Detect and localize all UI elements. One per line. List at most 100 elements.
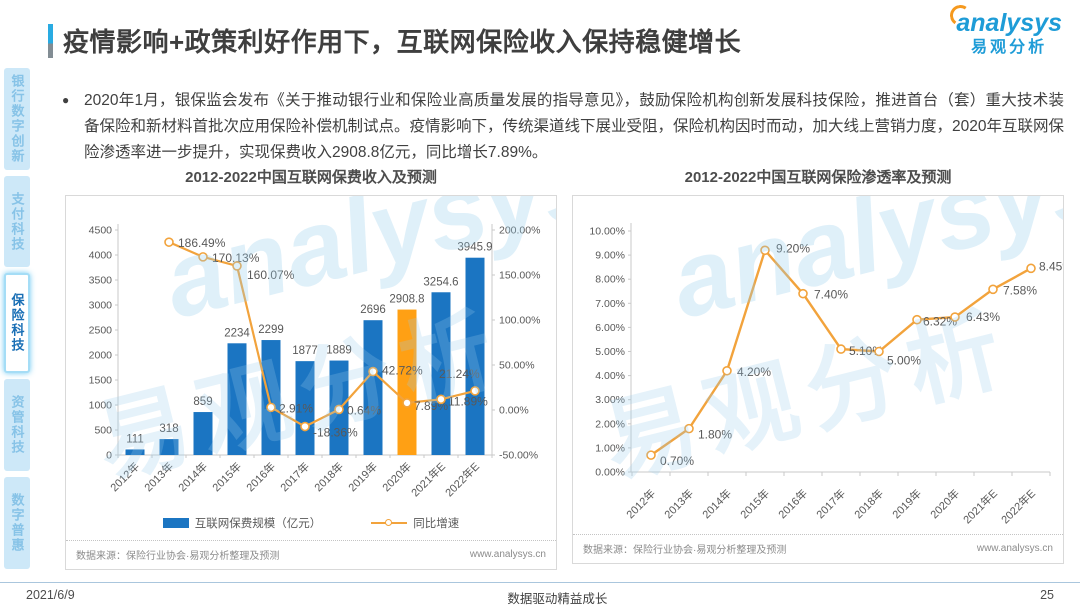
growth-line <box>168 241 476 428</box>
bar-value-label: 318 <box>159 423 178 435</box>
bar-2020年 <box>397 309 417 455</box>
x-axis-label: 2022年E <box>998 486 1038 526</box>
left-axis-label: 3500 <box>89 275 113 287</box>
left-axis-label: 3000 <box>89 300 113 312</box>
penetration-value-label: 9.20% <box>776 241 810 255</box>
growth-value-label: 160.07% <box>247 268 295 282</box>
bar-2015年 <box>227 343 247 455</box>
growth-value-label: 170.13% <box>212 251 260 265</box>
summary-text: 2020年1月，银保监会发布《关于推动银行业和保险业高质量发展的指导意见》，鼓励… <box>84 92 1064 161</box>
analysys-logo: analysys 易观分析 <box>948 3 1062 56</box>
left-axis-label: 500 <box>94 425 112 437</box>
x-axis-label: 2012年 <box>107 459 142 494</box>
x-axis-label: 2020年 <box>379 459 414 494</box>
growth-value-label: -18.36% <box>313 426 358 440</box>
title-accent-bar <box>48 23 53 58</box>
growth-point-2021年E <box>436 394 446 405</box>
penetration-point-2022年E <box>1026 263 1036 274</box>
x-axis-label: 2017年 <box>813 486 848 521</box>
data-source-text: 数据来源：保险行业协会·易观分析整理及预测 <box>583 545 787 556</box>
bar-2019年 <box>363 320 383 455</box>
sidebar-item-asset-management-tech[interactable]: 资管科技 <box>4 379 30 471</box>
bar-2017年 <box>295 361 315 455</box>
bar-value-label: 2299 <box>258 324 284 336</box>
premium-chart-box: analysys 易观分析 0 500 1000 1500 2000 2500 3000 35… <box>65 195 557 570</box>
growth-value-label: 0.64% <box>347 403 381 417</box>
premium-chart-legend: 互联网保费规模（亿元） 同比增速 <box>66 506 556 540</box>
left-axis-label: 1500 <box>89 375 113 387</box>
penetration-value-label: 4.20% <box>737 365 771 379</box>
y-axis-label: 3.00% <box>595 394 625 406</box>
penetration-value-label: 0.70% <box>660 454 694 468</box>
x-axis-label: 2021年E <box>960 486 1000 526</box>
bar-2014年 <box>193 412 213 455</box>
bar-value-label: 859 <box>193 396 212 408</box>
sidebar-item-insurance-tech[interactable]: 保险科技 <box>4 273 30 373</box>
x-axis-label: 2020年 <box>927 486 962 521</box>
bar-2021年E <box>431 292 451 455</box>
bar-2022年E <box>465 257 485 455</box>
x-axis-label: 2013年 <box>661 486 696 521</box>
sidebar: 银行数字创新支付科技保险科技资管科技数字普惠 <box>4 68 34 569</box>
sidebar-item-payment-tech[interactable]: 支付科技 <box>4 176 30 267</box>
penetration-line-chart: 0.00% 1.00% 2.00% 3.00% 4.00% 5.00% 6.00% 7.00%… <box>589 223 1063 526</box>
penetration-point-2013年 <box>684 423 694 434</box>
growth-point-2016年 <box>266 402 276 413</box>
logo-brand-text: analysys <box>948 3 1062 38</box>
bar-2013年 <box>159 439 179 455</box>
page-title: 疫情影响+政策利好作用下，互联网保险收入保持稳健增长 <box>63 27 742 57</box>
penetration-value-label: 5.10% <box>849 344 883 358</box>
website-link[interactable]: www.analysys.cn <box>976 543 1053 554</box>
left-axis-label: 4000 <box>89 250 113 262</box>
website-link[interactable]: www.analysys.cn <box>469 549 546 560</box>
x-axis-label: 2014年 <box>699 486 734 521</box>
growth-value-label: 186.49% <box>178 236 226 250</box>
growth-point-2015年 <box>232 261 242 271</box>
penetration-point-2019年 <box>912 314 922 325</box>
right-axis-label: 200.00% <box>499 225 540 237</box>
x-axis-label: 2012年 <box>623 486 658 521</box>
x-axis-label: 2015年 <box>209 459 244 494</box>
footer-page-number: 25 <box>1040 588 1054 602</box>
premium-chart-panel: 2012-2022中国互联网保费收入及预测 analysys 易观分析 0 500… <box>65 166 557 570</box>
bar-value-label: 2908.8 <box>389 294 424 306</box>
penetration-point-2014年 <box>722 365 732 376</box>
x-axis-label: 2019年 <box>345 459 380 494</box>
x-axis-label: 2016年 <box>775 486 810 521</box>
left-axis-label: 1000 <box>89 400 113 412</box>
growth-point-2014年 <box>198 252 208 262</box>
sidebar-item-digital-inclusion[interactable]: 数字普惠 <box>4 477 30 569</box>
summary-block: ● 2020年1月，银保监会发布《关于推动银行业和保险业高质量发展的指导意见》，… <box>62 88 1064 166</box>
bar-2016年 <box>261 340 281 455</box>
penetration-chart-title: 2012-2022中国互联网保险渗透率及预测 <box>684 169 952 186</box>
right-axis-label: 100.00% <box>499 315 540 327</box>
bar-value-label: 2234 <box>224 327 250 339</box>
legend-item-growth: 同比增速 <box>371 515 459 531</box>
footer-date: 2021/6/9 <box>26 588 75 602</box>
logo-brand-chinese: 易观分析 <box>971 38 1048 56</box>
penetration-point-2018年 <box>874 346 884 357</box>
penetration-point-2016年 <box>798 288 808 299</box>
sidebar-item-banking-digital-innovation[interactable]: 银行数字创新 <box>4 68 30 170</box>
penetration-chart-panel: 2012-2022中国互联网保险渗透率及预测 analysys 易观分析 0.0… <box>572 166 1064 564</box>
y-axis-label: 5.00% <box>595 346 625 358</box>
x-axis-label: 2016年 <box>243 459 278 494</box>
penetration-point-2012年 <box>646 450 656 460</box>
premium-bar-line-chart: 0 500 1000 1500 2000 2500 3000 3500 4000 4500 -50.… <box>89 224 540 499</box>
data-source-text: 数据来源：保险行业协会·易观分析整理及预测 <box>76 551 280 562</box>
right-axis-label: 50.00% <box>499 360 535 372</box>
penetration-value-label: 8.45% <box>1039 259 1063 273</box>
left-axis-label: 4500 <box>89 225 113 237</box>
left-axis-label: 2000 <box>89 350 113 362</box>
bar-value-label: 3945.9 <box>457 242 492 254</box>
legend-item-premium: 互联网保费规模（亿元） <box>162 515 321 531</box>
right-axis-label: -50.00% <box>499 450 538 462</box>
source-row: 数据来源：保险行业协会·易观分析整理及预测 www.analysys.cn <box>66 540 556 569</box>
x-axis-label: 2022年E <box>442 459 482 499</box>
penetration-value-label: 6.32% <box>923 315 957 329</box>
x-axis-label: 2013年 <box>141 459 176 494</box>
penetration-value-label: 5.00% <box>887 354 921 368</box>
footer: 2021/6/9 数据驱动精益成长 25 <box>0 582 1080 608</box>
bar-value-label: 111 <box>126 433 143 445</box>
y-axis-label: 10.00% <box>589 226 625 238</box>
